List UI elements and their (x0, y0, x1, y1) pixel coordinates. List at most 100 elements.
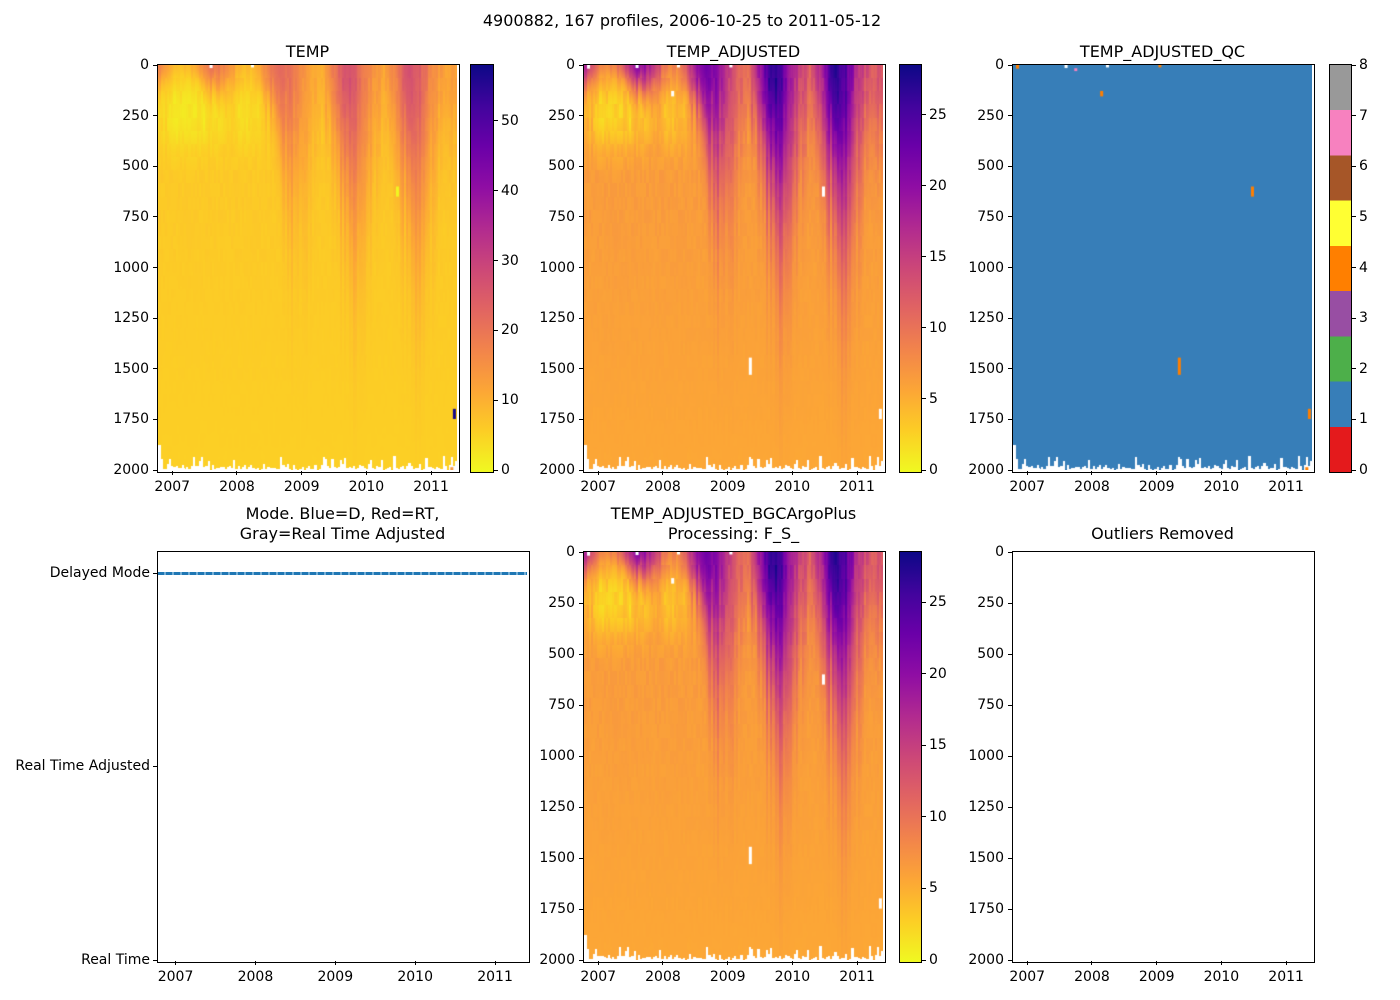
colorbar-tick-mark (1352, 115, 1356, 117)
colorbar-tick-mark (922, 114, 926, 116)
y-tick-mark (1008, 418, 1012, 420)
y-tick-label: 750 (548, 697, 575, 713)
y-tick-label: 1250 (113, 310, 149, 327)
x-tick-mark (1091, 471, 1093, 475)
y-tick-label: 250 (548, 595, 575, 611)
colorbar-tick-mark (1352, 317, 1356, 319)
y-tick-mark (1008, 704, 1012, 706)
colorbar-tick-mark (1352, 469, 1356, 471)
y-tick-mark (153, 765, 157, 767)
temp-adjusted-colorbar (899, 64, 922, 473)
mode-title-line1: Mode. Blue=D, Red=RT, (245, 504, 440, 523)
x-tick-label: 2007 (580, 479, 617, 495)
y-tick-mark (1008, 368, 1012, 370)
x-tick-mark (856, 961, 858, 965)
x-tick-mark (1285, 961, 1287, 965)
y-tick-mark (1008, 806, 1012, 808)
y-tick-mark (1008, 857, 1012, 859)
x-tick-mark (414, 961, 416, 965)
y-tick-label: 1250 (968, 799, 1004, 815)
y-tick-mark (153, 418, 157, 420)
mode-title-line2: Gray=Real Time Adjusted (239, 524, 446, 543)
colorbar-tick-label: 30 (501, 252, 519, 269)
y-tick-mark (579, 704, 583, 706)
colorbar-tick-mark (494, 399, 498, 401)
y-tick-label: 1000 (539, 259, 575, 276)
bgc-title-line1: TEMP_ADJUSTED_BGCArgoPlus (610, 504, 857, 523)
y-tick-mark (1008, 317, 1012, 319)
x-tick-label: 2009 (317, 969, 354, 985)
y-tick-mark (1008, 469, 1012, 471)
x-tick-label: 2007 (154, 479, 191, 495)
y-tick-mark (153, 317, 157, 319)
x-tick-label: 2010 (397, 969, 433, 985)
y-tick-label: 750 (977, 697, 1004, 713)
colorbar-tick-label: 10 (929, 808, 947, 825)
x-tick-mark (1156, 961, 1158, 965)
colorbar-tick-label: 1 (1359, 411, 1368, 428)
colorbar-tick-label: 7 (1359, 107, 1368, 124)
y-tick-label: 1750 (968, 411, 1004, 428)
y-tick-label: 500 (122, 158, 149, 175)
x-tick-mark (597, 961, 599, 965)
y-tick-mark (579, 653, 583, 655)
y-tick-mark (579, 165, 583, 167)
colorbar-tick-mark (922, 673, 926, 675)
x-tick-mark (727, 961, 729, 965)
y-tick-label: 2000 (968, 462, 1004, 478)
x-tick-label: 2008 (645, 479, 681, 495)
colorbar-tick-mark (494, 120, 498, 122)
y-tick-mark (579, 959, 583, 961)
y-tick-mark (579, 602, 583, 604)
x-tick-label: 2009 (1138, 969, 1175, 985)
y-tick-label: 0 (140, 57, 149, 73)
colorbar-tick-mark (494, 190, 498, 192)
y-tick-mark (1008, 165, 1012, 167)
temp-heatmap-axes (157, 64, 460, 473)
y-tick-label: 1750 (539, 901, 575, 917)
colorbar-tick-mark (1352, 216, 1356, 218)
y-tick-label: 1250 (539, 310, 575, 327)
x-tick-label: 2010 (348, 479, 385, 495)
colorbar-tick-mark (922, 887, 926, 889)
y-tick-mark (153, 216, 157, 218)
x-tick-mark (662, 961, 664, 965)
colorbar-tick-mark (922, 816, 926, 818)
colorbar-tick-label: 2 (1359, 360, 1368, 377)
x-tick-label: 2011 (839, 969, 875, 985)
y-tick-mark (579, 368, 583, 370)
x-tick-mark (1285, 471, 1287, 475)
x-tick-mark (171, 471, 173, 475)
colorbar-tick-label: 4 (1359, 259, 1368, 276)
y-tick-mark (1008, 755, 1012, 757)
temp-colorbar (470, 64, 494, 473)
y-tick-mark (1008, 64, 1012, 66)
colorbar-tick-mark (1352, 64, 1356, 66)
y-tick-label: 500 (548, 646, 575, 662)
temp-heatmap-canvas (158, 65, 457, 470)
y-tick-label: 1500 (113, 360, 149, 377)
y-tick-label: 1250 (539, 799, 575, 815)
temp-adjusted-heatmap-canvas (584, 65, 883, 470)
x-tick-label: 2007 (157, 969, 194, 985)
colorbar-tick-mark (922, 185, 926, 187)
y-tick-label: 0 (995, 57, 1004, 73)
y-tick-label: 1750 (539, 411, 575, 428)
temp-adjusted-qc-heatmap-canvas (1013, 65, 1312, 470)
x-tick-label: 2008 (1074, 969, 1110, 985)
y-tick-mark (153, 165, 157, 167)
y-tick-label: 1500 (539, 360, 575, 377)
colorbar-tick-mark (922, 398, 926, 400)
colorbar-tick-mark (494, 329, 498, 331)
y-tick-label: 500 (548, 158, 575, 175)
x-tick-mark (1156, 471, 1158, 475)
colorbar-tick-label: 15 (929, 248, 947, 265)
x-tick-mark (597, 471, 599, 475)
mode-delayed-line (158, 572, 527, 575)
temp-adjusted-heatmap-axes (583, 64, 886, 473)
colorbar-tick-label: 0 (501, 462, 510, 478)
bgc-heatmap-axes (583, 551, 886, 963)
x-tick-mark (727, 471, 729, 475)
colorbar-tick-mark (922, 256, 926, 258)
y-tick-mark (1008, 115, 1012, 117)
